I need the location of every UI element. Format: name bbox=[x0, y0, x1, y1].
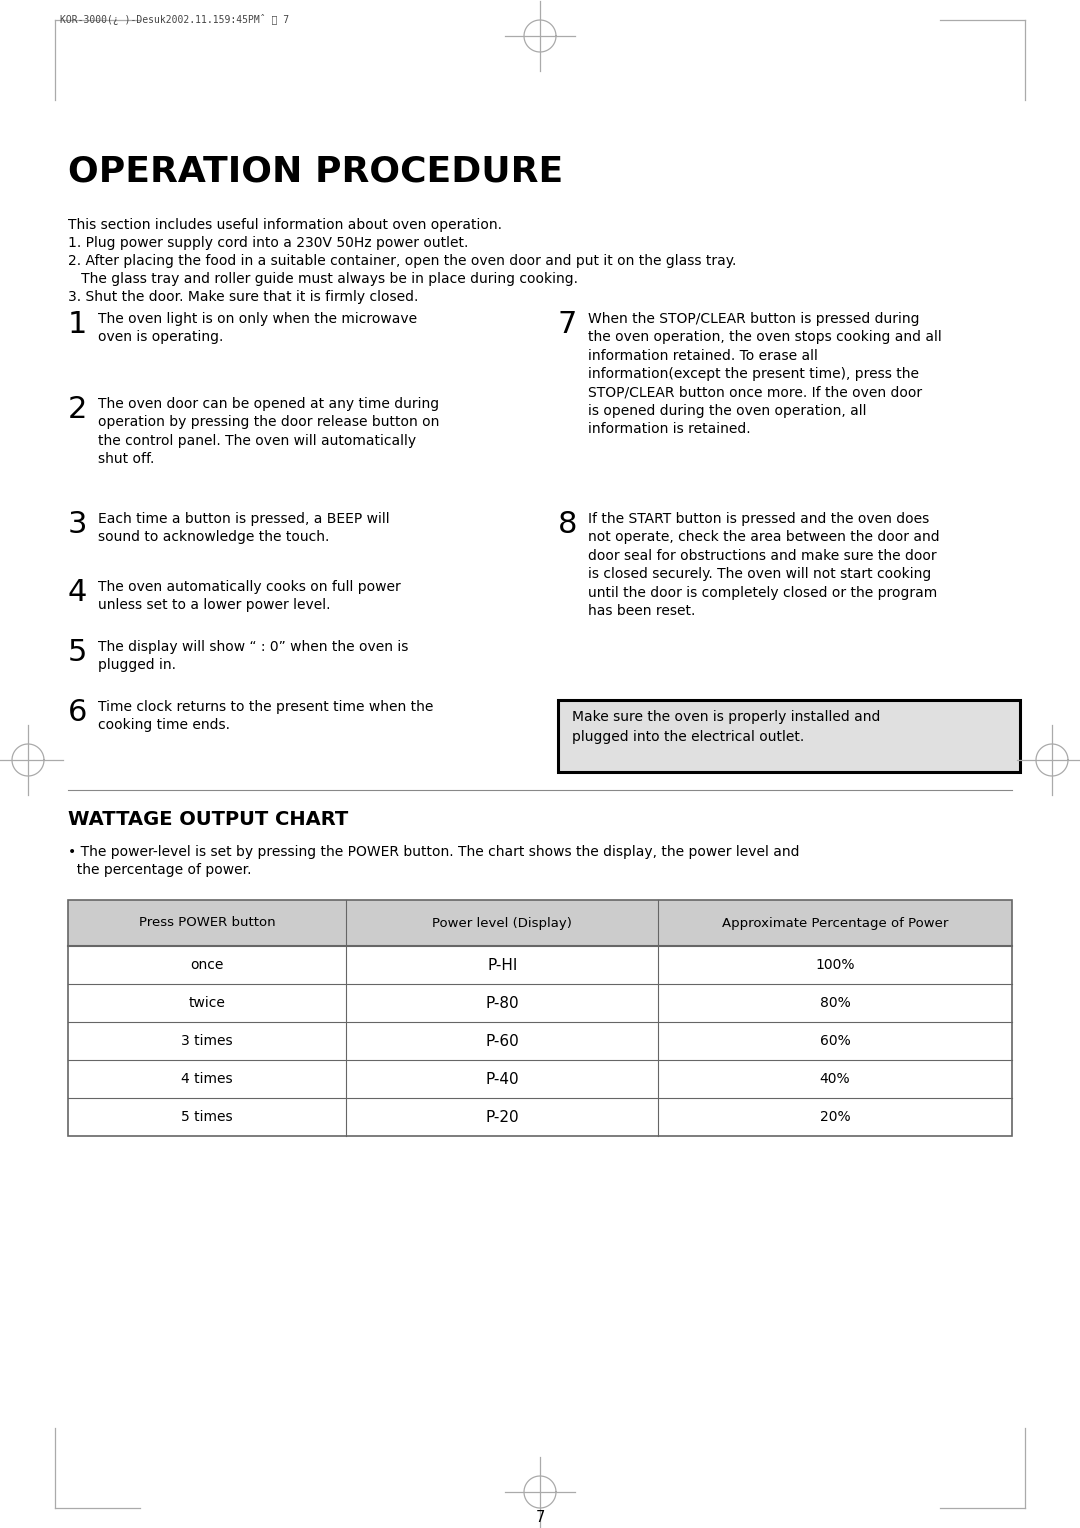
Text: twice: twice bbox=[189, 996, 226, 1010]
Text: 2: 2 bbox=[68, 396, 87, 423]
Text: The oven automatically cooks on full power
unless set to a lower power level.: The oven automatically cooks on full pow… bbox=[98, 581, 401, 613]
Text: P-40: P-40 bbox=[485, 1071, 519, 1086]
Text: P-20: P-20 bbox=[485, 1109, 519, 1125]
Text: Time clock returns to the present time when the
cooking time ends.: Time clock returns to the present time w… bbox=[98, 700, 433, 732]
Text: 4 times: 4 times bbox=[181, 1073, 233, 1086]
Bar bbox=[68, 1022, 1012, 1060]
Text: OPERATION PROCEDURE: OPERATION PROCEDURE bbox=[68, 154, 564, 189]
Text: Make sure the oven is properly installed and
plugged into the electrical outlet.: Make sure the oven is properly installed… bbox=[572, 711, 880, 744]
Text: 7: 7 bbox=[536, 1510, 544, 1525]
Text: once: once bbox=[190, 958, 224, 972]
Text: Each time a button is pressed, a BEEP will
sound to acknowledge the touch.: Each time a button is pressed, a BEEP wi… bbox=[98, 512, 390, 544]
Text: 3 times: 3 times bbox=[181, 1034, 233, 1048]
Text: Press POWER button: Press POWER button bbox=[139, 917, 275, 929]
Bar bbox=[558, 700, 1020, 772]
Text: The display will show “ : 0” when the oven is
plugged in.: The display will show “ : 0” when the ov… bbox=[98, 640, 408, 672]
Bar bbox=[68, 1060, 1012, 1099]
Text: 1. Plug power supply cord into a 230V 50Hz power outlet.: 1. Plug power supply cord into a 230V 50… bbox=[68, 235, 469, 251]
Text: The oven light is on only when the microwave
oven is operating.: The oven light is on only when the micro… bbox=[98, 312, 417, 344]
Text: 2. After placing the food in a suitable container, open the oven door and put it: 2. After placing the food in a suitable … bbox=[68, 254, 737, 267]
Text: 80%: 80% bbox=[820, 996, 850, 1010]
Text: 1: 1 bbox=[68, 310, 87, 339]
Bar bbox=[68, 1099, 1012, 1135]
Bar bbox=[68, 946, 1012, 984]
Text: 7: 7 bbox=[558, 310, 578, 339]
Text: P-60: P-60 bbox=[485, 1033, 519, 1048]
Text: 40%: 40% bbox=[820, 1073, 850, 1086]
Text: 60%: 60% bbox=[820, 1034, 850, 1048]
Text: 8: 8 bbox=[558, 510, 578, 539]
Text: The glass tray and roller guide must always be in place during cooking.: The glass tray and roller guide must alw… bbox=[68, 272, 578, 286]
Bar bbox=[68, 900, 1012, 946]
Text: 3: 3 bbox=[68, 510, 87, 539]
Text: Approximate Percentage of Power: Approximate Percentage of Power bbox=[721, 917, 948, 929]
Text: 4: 4 bbox=[68, 578, 87, 607]
Text: P-HI: P-HI bbox=[487, 958, 517, 972]
Text: 6: 6 bbox=[68, 698, 87, 727]
Text: 100%: 100% bbox=[815, 958, 854, 972]
Text: This section includes useful information about oven operation.: This section includes useful information… bbox=[68, 219, 502, 232]
Text: 5 times: 5 times bbox=[181, 1109, 233, 1125]
Text: • The power-level is set by pressing the POWER button. The chart shows the displ: • The power-level is set by pressing the… bbox=[68, 845, 799, 877]
Bar bbox=[68, 900, 1012, 1135]
Text: 3. Shut the door. Make sure that it is firmly closed.: 3. Shut the door. Make sure that it is f… bbox=[68, 290, 418, 304]
Bar bbox=[68, 984, 1012, 1022]
Text: P-80: P-80 bbox=[485, 996, 519, 1010]
Text: Power level (Display): Power level (Display) bbox=[432, 917, 572, 929]
Text: KOR-3000(¿ )-Desuk2002.11.159:45PMˆ ˋ 7: KOR-3000(¿ )-Desuk2002.11.159:45PMˆ ˋ 7 bbox=[60, 14, 289, 24]
Text: The oven door can be opened at any time during
operation by pressing the door re: The oven door can be opened at any time … bbox=[98, 397, 440, 466]
Text: 20%: 20% bbox=[820, 1109, 850, 1125]
Text: 5: 5 bbox=[68, 639, 87, 668]
Text: WATTAGE OUTPUT CHART: WATTAGE OUTPUT CHART bbox=[68, 810, 348, 830]
Text: When the STOP/CLEAR button is pressed during
the oven operation, the oven stops : When the STOP/CLEAR button is pressed du… bbox=[588, 312, 942, 437]
Text: If the START button is pressed and the oven does
not operate, check the area bet: If the START button is pressed and the o… bbox=[588, 512, 940, 617]
